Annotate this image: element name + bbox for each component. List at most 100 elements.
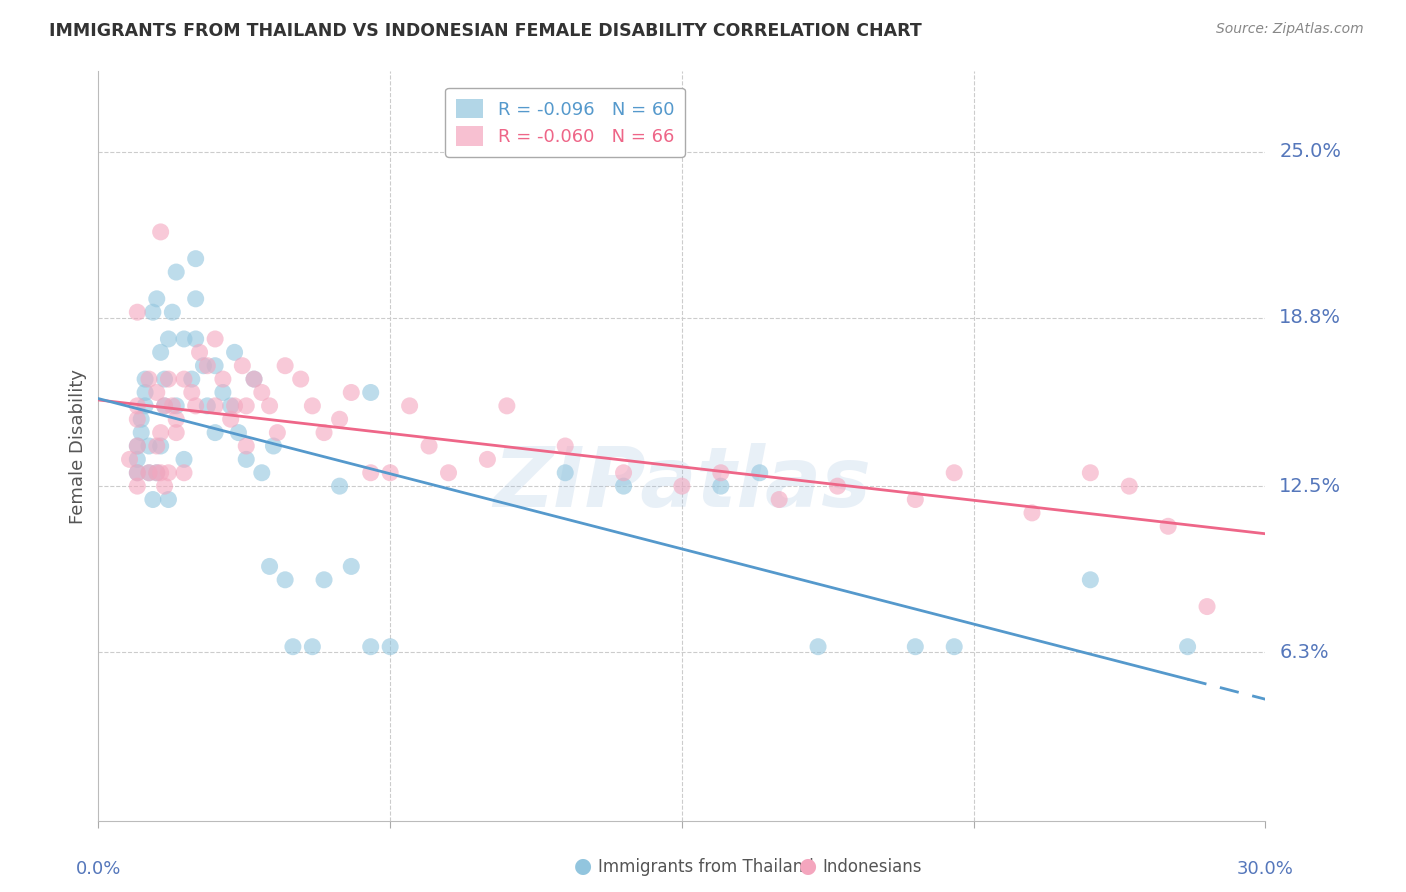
Point <box>204 425 226 440</box>
Point <box>162 399 184 413</box>
Text: ●: ● <box>800 856 817 876</box>
Point <box>768 492 790 507</box>
Point <box>554 439 576 453</box>
Point <box>477 452 499 467</box>
Text: Indonesians: Indonesians <box>823 858 922 876</box>
Point <box>827 479 849 493</box>
Point <box>235 439 257 453</box>
Point <box>398 399 420 413</box>
Point <box>146 439 169 453</box>
Point <box>301 640 323 654</box>
Point <box>165 425 187 440</box>
Text: ●: ● <box>575 856 592 876</box>
Point <box>184 252 207 266</box>
Point <box>250 385 273 400</box>
Point <box>224 345 246 359</box>
Point <box>204 359 226 373</box>
Point <box>212 372 235 386</box>
Point <box>262 439 284 453</box>
Point <box>165 399 187 413</box>
Point <box>129 412 152 426</box>
Text: ZIPatlas: ZIPatlas <box>494 443 870 524</box>
Point <box>157 332 180 346</box>
Point <box>228 425 250 440</box>
Point <box>146 385 169 400</box>
Point <box>173 452 195 467</box>
Point <box>165 265 187 279</box>
Point <box>380 466 402 480</box>
Point <box>340 385 363 400</box>
Point <box>612 479 634 493</box>
Point <box>710 466 733 480</box>
Point <box>1177 640 1199 654</box>
Point <box>149 425 172 440</box>
Point <box>219 412 242 426</box>
Point <box>149 345 172 359</box>
Point <box>153 399 176 413</box>
Point <box>142 492 165 507</box>
Point <box>127 452 149 467</box>
Point <box>612 466 634 480</box>
Point <box>204 399 226 413</box>
Text: IMMIGRANTS FROM THAILAND VS INDONESIAN FEMALE DISABILITY CORRELATION CHART: IMMIGRANTS FROM THAILAND VS INDONESIAN F… <box>49 22 922 40</box>
Point <box>127 466 149 480</box>
Point <box>180 372 202 386</box>
Point <box>340 559 363 574</box>
Point <box>127 412 149 426</box>
Point <box>138 466 160 480</box>
Point <box>184 332 207 346</box>
Point <box>138 466 160 480</box>
Text: 0.0%: 0.0% <box>76 860 121 878</box>
Point <box>165 412 187 426</box>
Point <box>312 425 335 440</box>
Point <box>904 492 927 507</box>
Point <box>1080 466 1102 480</box>
Point <box>243 372 266 386</box>
Point <box>195 399 218 413</box>
Point <box>360 466 382 480</box>
Point <box>224 399 246 413</box>
Text: 18.8%: 18.8% <box>1279 308 1341 327</box>
Point <box>329 479 352 493</box>
Point <box>134 399 156 413</box>
Point <box>904 640 927 654</box>
Text: 30.0%: 30.0% <box>1237 860 1294 878</box>
Point <box>157 372 180 386</box>
Legend: R = -0.096   N = 60, R = -0.060   N = 66: R = -0.096 N = 60, R = -0.060 N = 66 <box>446 88 685 157</box>
Point <box>360 640 382 654</box>
Point <box>1021 506 1043 520</box>
Point <box>554 466 576 480</box>
Point <box>188 345 211 359</box>
Point <box>274 359 297 373</box>
Point <box>235 452 257 467</box>
Point <box>807 640 830 654</box>
Point <box>1118 479 1140 493</box>
Point <box>149 439 172 453</box>
Point <box>153 399 176 413</box>
Point <box>274 573 297 587</box>
Point <box>219 399 242 413</box>
Point <box>149 466 172 480</box>
Point <box>235 399 257 413</box>
Point <box>173 466 195 480</box>
Point <box>146 292 169 306</box>
Point <box>184 292 207 306</box>
Point <box>943 640 966 654</box>
Point <box>748 466 770 480</box>
Point <box>180 385 202 400</box>
Point <box>173 372 195 386</box>
Point <box>290 372 312 386</box>
Point <box>127 439 149 453</box>
Point <box>127 305 149 319</box>
Point <box>259 399 281 413</box>
Point <box>281 640 304 654</box>
Point <box>943 466 966 480</box>
Point <box>671 479 693 493</box>
Point <box>204 332 226 346</box>
Point <box>259 559 281 574</box>
Point <box>118 452 141 467</box>
Point <box>1080 573 1102 587</box>
Point <box>312 573 335 587</box>
Point <box>243 372 266 386</box>
Text: Source: ZipAtlas.com: Source: ZipAtlas.com <box>1216 22 1364 37</box>
